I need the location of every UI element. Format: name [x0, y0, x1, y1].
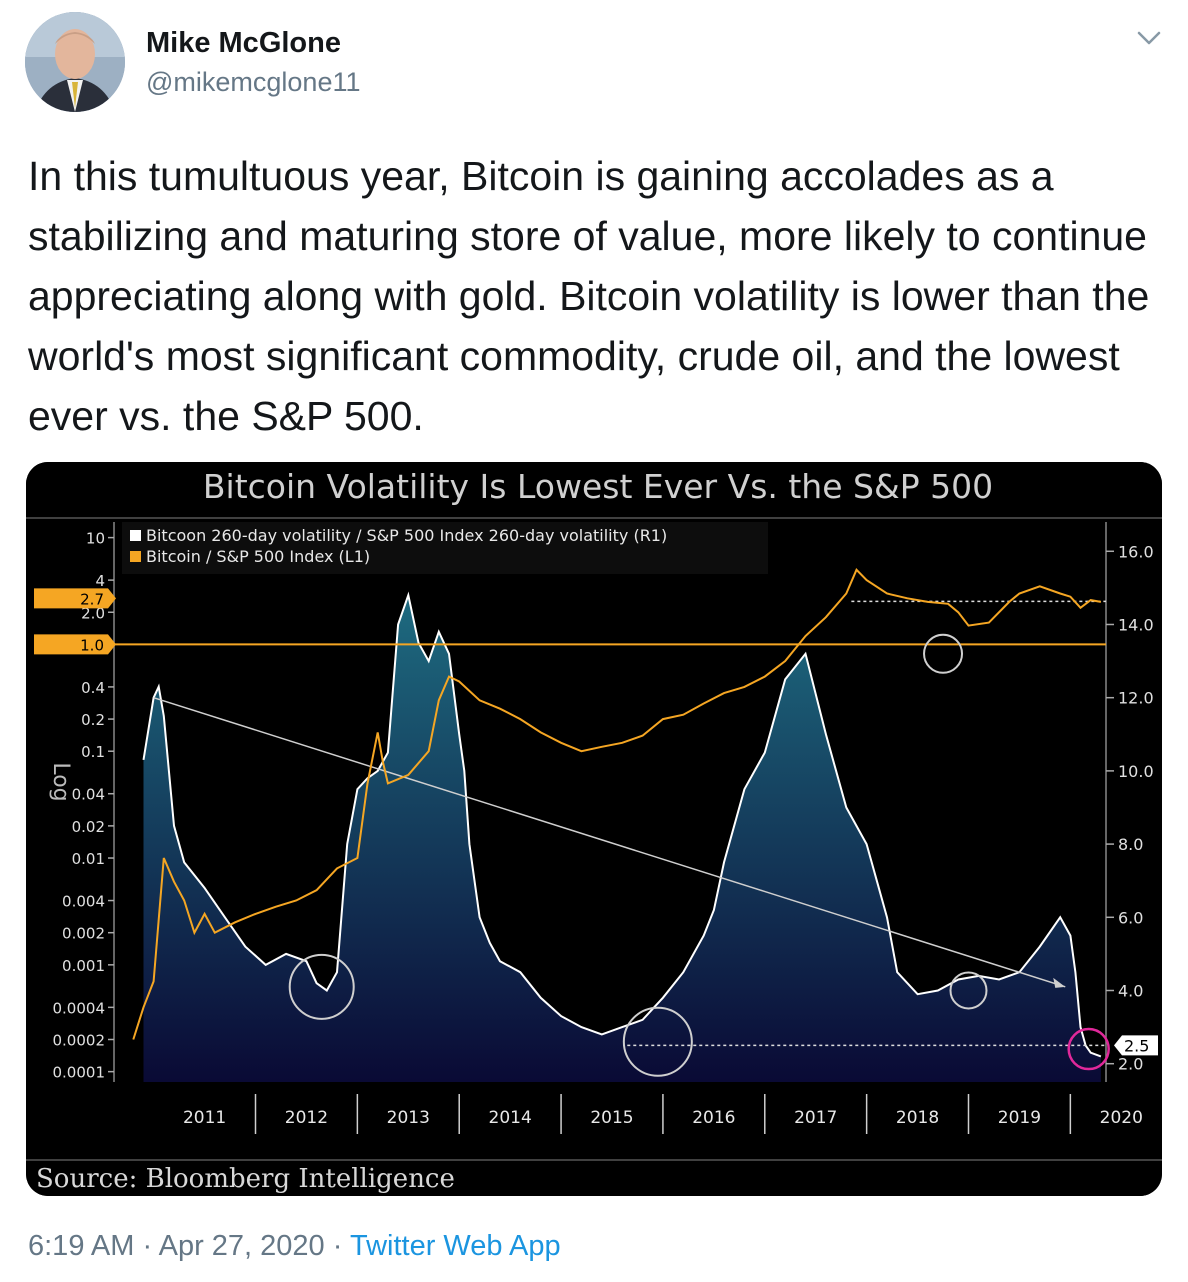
left-tick-label: 0.001 — [62, 957, 105, 975]
x-tick-label: 2017 — [794, 1108, 837, 1128]
left-tick-label: 0.04 — [72, 786, 105, 804]
right-highlight-box — [1114, 1035, 1158, 1056]
left-tick-label: 4 — [95, 572, 105, 590]
x-tick-label: 2012 — [285, 1108, 328, 1128]
trendline-arrowhead — [1053, 977, 1066, 988]
annotation-circle — [923, 633, 964, 674]
right-tick-label: 12.0 — [1118, 689, 1154, 708]
x-tick-label: 2018 — [896, 1108, 939, 1128]
right-tick-label: 14.0 — [1118, 615, 1154, 634]
chart-title: Bitcoin Volatility Is Lowest Ever Vs. th… — [203, 467, 993, 506]
left-tick-label: 0.004 — [62, 893, 105, 911]
left-tick-label: 0.0002 — [53, 1031, 106, 1049]
legend-swatch — [130, 530, 141, 541]
chevron-down-icon[interactable] — [1136, 28, 1162, 48]
left-tick-label: 0.4 — [81, 679, 105, 697]
x-tick-label: 2019 — [998, 1108, 1041, 1128]
annotation-circle — [622, 1006, 693, 1077]
author-name[interactable]: Mike McGlone — [146, 27, 341, 59]
chart-svg: Bitcoin Volatility Is Lowest Ever Vs. th… — [26, 462, 1162, 1196]
legend-swatch — [130, 551, 141, 562]
annotation-circle — [949, 971, 988, 1010]
avatar[interactable] — [25, 12, 125, 112]
right-tick-label: 16.0 — [1118, 542, 1154, 561]
x-tick-label: 2013 — [387, 1108, 430, 1128]
x-tick-label: 2020 — [1100, 1108, 1143, 1128]
tweet-source-app[interactable]: Twitter Web App — [349, 1230, 561, 1262]
left-tick-label: 0.1 — [81, 743, 105, 761]
left-tick-label: 10 — [86, 530, 105, 548]
annotation-circle-current — [1067, 1027, 1110, 1071]
left-tick-label: 0.0004 — [53, 999, 106, 1017]
left-highlight-box — [34, 588, 116, 609]
annotation-circle — [288, 953, 355, 1020]
left-tick-label: 0.0001 — [53, 1064, 106, 1082]
left-highlight-label: 1.0 — [80, 636, 104, 654]
left-axis-title: Log — [48, 762, 73, 801]
x-tick-label: 2011 — [183, 1108, 226, 1128]
tweet-meta: 6:19 AM · Apr 27, 2020 · Twitter Web App — [28, 1230, 561, 1263]
author-handle[interactable]: @mikemcglone11 — [146, 67, 361, 97]
avatar-image — [25, 12, 125, 112]
left-tick-label: 2.0 — [81, 604, 105, 622]
meta-separator: · — [142, 1230, 153, 1262]
tweet-date[interactable]: Apr 27, 2020 — [158, 1230, 325, 1262]
x-tick-label: 2016 — [692, 1108, 735, 1128]
ratio-trendline — [153, 696, 1066, 988]
left-tick-label: 0.2 — [81, 711, 105, 729]
left-highlight-label: 2.7 — [80, 590, 104, 608]
right-tick-label: 4.0 — [1118, 981, 1143, 1000]
tweet-text: In this tumultuous year, Bitcoin is gain… — [28, 153, 1150, 439]
chart-source: Source: Bloomberg Intelligence — [36, 1164, 455, 1194]
left-tick-label: 0.02 — [72, 818, 105, 836]
left-tick-label: 0.01 — [72, 850, 105, 868]
x-tick-label: 2015 — [590, 1108, 633, 1128]
price-ratio-line — [132, 568, 1102, 1040]
right-highlight-label: 2.5 — [1124, 1036, 1149, 1055]
right-tick-label: 8.0 — [1118, 835, 1143, 854]
legend-label: Bitcoin / S&P 500 Index (L1) — [146, 547, 370, 566]
left-highlight-box — [34, 634, 116, 655]
left-tick-label: 0.002 — [62, 925, 105, 943]
meta-separator: · — [332, 1230, 343, 1262]
legend-box — [122, 522, 768, 574]
right-tick-label: 10.0 — [1118, 762, 1154, 781]
chart-image[interactable]: Bitcoin Volatility Is Lowest Ever Vs. th… — [26, 462, 1162, 1196]
ratio-area — [143, 595, 1101, 1082]
right-tick-label: 6.0 — [1118, 908, 1143, 927]
right-tick-label: 2.0 — [1118, 1055, 1143, 1074]
tweet-time[interactable]: 6:19 AM — [28, 1230, 135, 1262]
x-tick-label: 2014 — [489, 1108, 532, 1128]
legend-label: Bitcoon 260-day volatility / S&P 500 Ind… — [146, 526, 667, 545]
